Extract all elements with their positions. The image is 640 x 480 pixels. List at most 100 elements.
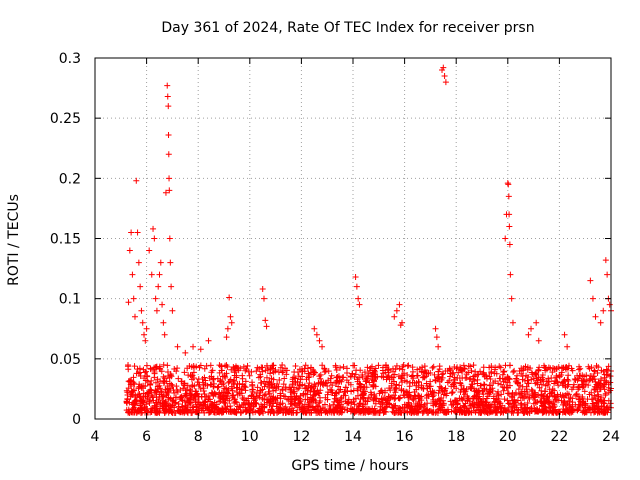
baseline-point (558, 397, 565, 404)
baseline-point (297, 376, 304, 383)
data-point (509, 319, 516, 326)
data-point (319, 343, 326, 350)
data-point (508, 295, 515, 302)
baseline-point (437, 400, 444, 407)
baseline-point (248, 392, 255, 399)
baseline-point (361, 369, 368, 376)
baseline-point (341, 406, 348, 413)
baseline-point (129, 388, 136, 395)
baseline-point (541, 364, 548, 371)
data-point (190, 343, 197, 350)
data-point (159, 301, 166, 308)
baseline-point (317, 398, 324, 405)
baseline-point (188, 373, 195, 380)
baseline-point (518, 389, 525, 396)
baseline-point (408, 373, 415, 380)
baseline-point (498, 405, 505, 412)
data-point (151, 235, 158, 242)
baseline-point (347, 405, 354, 412)
baseline-point (132, 397, 139, 404)
baseline-point (354, 392, 361, 399)
baseline-point (588, 396, 595, 403)
x-tick-label: 22 (550, 429, 568, 445)
baseline-point (272, 368, 279, 375)
baseline-point (562, 402, 569, 409)
data-point (600, 307, 607, 314)
baseline-point (250, 400, 257, 407)
baseline-point (532, 399, 539, 406)
data-point (166, 175, 173, 182)
baseline-point (325, 377, 332, 384)
baseline-point (405, 393, 412, 400)
baseline-point (391, 386, 398, 393)
baseline-point (289, 409, 296, 416)
baseline-point (516, 367, 523, 374)
data-point (259, 286, 266, 293)
baseline-point (189, 409, 196, 416)
baseline-point (591, 392, 598, 399)
baseline-point (422, 366, 429, 373)
baseline-point (137, 372, 144, 379)
data-points (125, 64, 614, 356)
baseline-point (219, 396, 226, 403)
baseline-point (504, 373, 511, 380)
data-point (150, 225, 157, 232)
baseline-point (483, 395, 490, 402)
baseline-point (147, 386, 154, 393)
baseline-point (125, 378, 132, 385)
baseline-point (319, 404, 326, 411)
data-point (533, 319, 540, 326)
baseline-point (193, 388, 200, 395)
baseline-point (513, 375, 520, 382)
baseline-point (258, 379, 265, 386)
baseline-point (522, 404, 529, 411)
baseline-point (441, 388, 448, 395)
baseline-point (342, 384, 349, 391)
baseline-point (401, 403, 408, 410)
baseline-point (334, 397, 341, 404)
baseline-point (352, 408, 359, 415)
baseline-point (483, 401, 490, 408)
baseline-point (429, 393, 436, 400)
baseline-point (216, 407, 223, 414)
baseline-point (243, 397, 250, 404)
baseline-point (576, 403, 583, 410)
baseline-point (381, 408, 388, 415)
baseline-point (427, 383, 434, 390)
data-point (592, 313, 599, 320)
baseline-point (439, 374, 446, 381)
baseline-point (495, 380, 502, 387)
baseline-point (123, 387, 130, 394)
baseline-point (568, 405, 575, 412)
baseline-point (257, 373, 264, 380)
baseline-point (469, 381, 476, 388)
baseline-point (431, 371, 438, 378)
baseline-point (305, 372, 312, 379)
baseline-point (126, 378, 133, 385)
baseline-point (510, 368, 517, 375)
baseline-point (304, 391, 311, 398)
data-point (164, 82, 171, 89)
baseline-point (522, 408, 529, 415)
baseline-point (263, 374, 270, 381)
baseline-point (345, 379, 352, 386)
baseline-point (375, 362, 382, 369)
baseline-point (468, 367, 475, 374)
baseline-point (585, 363, 592, 370)
baseline-point (149, 394, 156, 401)
data-point (142, 337, 149, 344)
baseline-point (440, 391, 447, 398)
x-tick-label: 20 (499, 429, 517, 445)
data-point (141, 331, 148, 338)
baseline-point (425, 391, 432, 398)
baseline-point (423, 407, 430, 414)
baseline-point (290, 384, 297, 391)
baseline-point (399, 379, 406, 386)
baseline-point (411, 392, 418, 399)
baseline-point (419, 409, 426, 416)
baseline-point (406, 409, 413, 416)
baseline-point (186, 386, 193, 393)
baseline-point (423, 392, 430, 399)
baseline-point (579, 381, 586, 388)
baseline-point (370, 396, 377, 403)
